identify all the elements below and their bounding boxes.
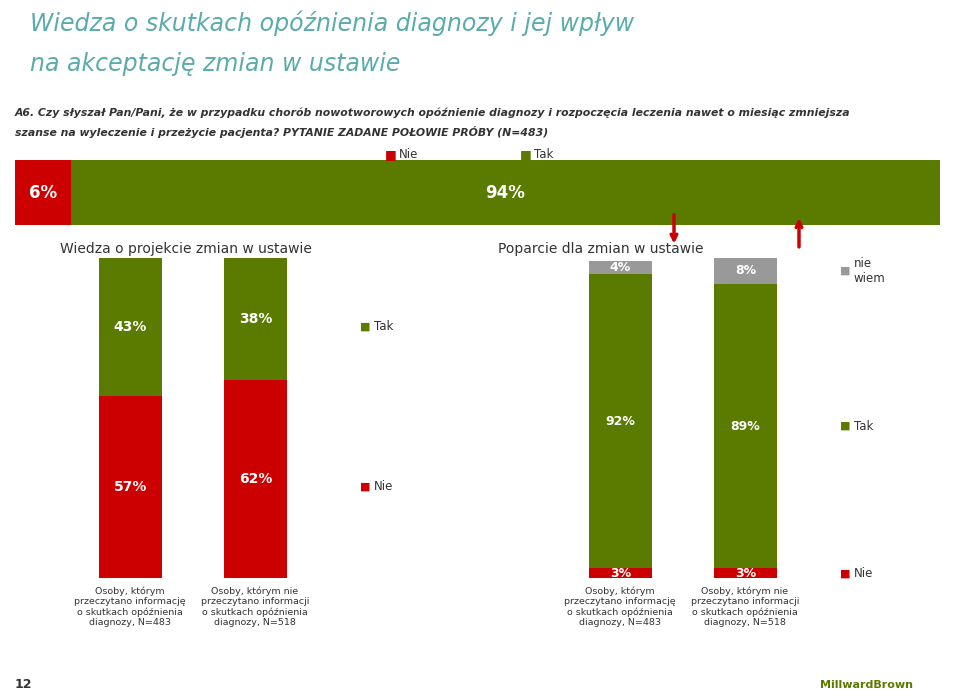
Text: Tak: Tak [854, 420, 874, 432]
Text: Poparcie dla zmian w ustawie: Poparcie dla zmian w ustawie [498, 242, 704, 256]
Text: 3%: 3% [610, 567, 631, 580]
Bar [224, 258, 287, 379]
Bar [99, 258, 162, 395]
Text: ■: ■ [840, 568, 851, 578]
Text: ■: ■ [360, 322, 371, 332]
Bar [15, 160, 70, 225]
Text: 94%: 94% [486, 184, 525, 202]
Text: 4%: 4% [610, 261, 631, 274]
Text: na akceptację zmian w ustawie: na akceptację zmian w ustawie [30, 52, 400, 76]
Text: Osoby, którym nie
przeczytano informacji
o skutkach opóźnienia
diagnozy, N=518: Osoby, którym nie przeczytano informacji… [691, 586, 799, 627]
Text: 92%: 92% [606, 415, 636, 428]
Text: ■: ■ [840, 421, 851, 431]
Text: A6. Czy słyszał Pan/Pani, że w przypadku chorób nowotworowych opóźnienie diagnoz: A6. Czy słyszał Pan/Pani, że w przypadku… [15, 108, 851, 118]
Text: Osoby, którym nie
przeczytano informacji
o skutkach opóźnienia
diagnozy, N=518: Osoby, którym nie przeczytano informacji… [201, 586, 309, 627]
Text: 8%: 8% [735, 264, 756, 277]
Text: Nie: Nie [854, 567, 874, 580]
Text: 62%: 62% [239, 472, 273, 486]
Text: Nie: Nie [374, 480, 394, 493]
Text: szanse na wyleczenie i przeżycie pacjenta? PYTANIE ZADANE POŁOWIE PRÓBY (N=483): szanse na wyleczenie i przeżycie pacjent… [15, 126, 548, 138]
Text: ■: ■ [360, 482, 371, 492]
Text: 57%: 57% [114, 480, 147, 493]
Text: Tak: Tak [534, 148, 553, 161]
Bar [99, 395, 162, 578]
Text: Nie: Nie [399, 148, 419, 161]
Text: 6%: 6% [29, 184, 57, 202]
Text: 12: 12 [15, 678, 33, 691]
Text: Osoby, którym
przeczytano informację
o skutkach opóźnienia
diagnozy, N=483: Osoby, którym przeczytano informację o s… [74, 586, 186, 627]
Text: ■: ■ [840, 266, 851, 276]
Bar [713, 569, 778, 578]
Text: Wiedza o projekcie zmian w ustawie: Wiedza o projekcie zmian w ustawie [60, 242, 312, 256]
Text: 43%: 43% [114, 319, 147, 334]
Text: Osoby, którym
przeczytano informację
o skutkach opóźnienia
diagnozy, N=483: Osoby, którym przeczytano informację o s… [564, 586, 676, 627]
Text: Wiedza o skutkach opóźnienia diagnozy i jej wpływ: Wiedza o skutkach opóźnienia diagnozy i … [30, 10, 635, 35]
Text: ■: ■ [520, 148, 532, 161]
Text: ■: ■ [385, 148, 396, 161]
Bar [224, 379, 287, 578]
Text: 38%: 38% [239, 312, 273, 326]
Bar [588, 274, 653, 569]
Text: 89%: 89% [731, 420, 760, 432]
Bar [713, 258, 778, 283]
Bar [713, 283, 778, 569]
Text: nie
wiem: nie wiem [854, 257, 886, 285]
Text: MillwardBrown: MillwardBrown [820, 680, 913, 690]
Bar [588, 569, 653, 578]
Text: Tak: Tak [374, 320, 394, 333]
Bar [588, 261, 653, 274]
Text: 3%: 3% [735, 567, 756, 580]
